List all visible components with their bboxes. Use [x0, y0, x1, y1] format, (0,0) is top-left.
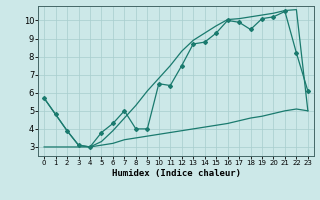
X-axis label: Humidex (Indice chaleur): Humidex (Indice chaleur): [111, 169, 241, 178]
